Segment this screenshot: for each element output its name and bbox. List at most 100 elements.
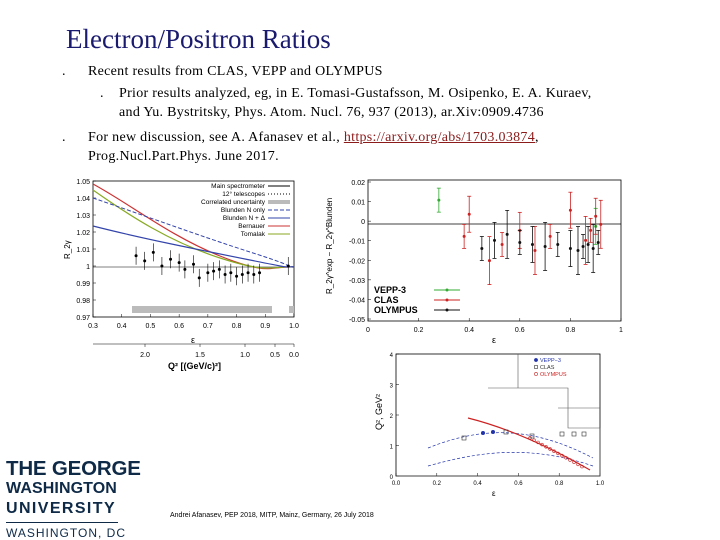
chart1-x2tick: 1.5	[195, 352, 205, 359]
chart2-ytick: 0	[361, 219, 365, 226]
chart3-clas-point	[461, 435, 467, 441]
chart1-ytick: 0.98	[76, 298, 90, 305]
chart1-point	[192, 262, 195, 266]
chart1-point	[286, 264, 290, 268]
sub-bullet-text-line1: Prior results analyzed, eg, in E. Tomasi…	[119, 86, 592, 101]
chart2-ytick: -0.03	[349, 278, 365, 285]
chart2-point	[599, 222, 603, 226]
chart1-point	[197, 276, 201, 280]
kinematics-chart: 0 1 2 3 4 0.0 0.2 0.4 0.6 0.8 1.0 VEPP−3CLASOLYMP…	[368, 348, 612, 500]
chart2-xtick: 0	[366, 327, 370, 334]
chart3-ytick: 0	[390, 475, 394, 481]
chart2-point	[505, 232, 509, 236]
chart2-point	[596, 240, 600, 244]
chart1-ylabel: R_2γ	[63, 240, 72, 259]
chart1-xlabel: ε	[191, 335, 195, 345]
chart1-xtick: 0.9	[260, 323, 270, 330]
chart2-point	[548, 234, 552, 238]
chart1-ytick: 1.05	[76, 179, 90, 186]
logo-line3: UNIVERSITY	[6, 500, 117, 517]
slide-footer: Andrei Afanasev, PEP 2018, MITP, Mainz, …	[170, 512, 374, 519]
chart3-olympus-point	[540, 442, 544, 447]
chart3-vepp-point	[491, 430, 495, 434]
bullet-text-line1: For new discussion, see A. Afanasev et a…	[88, 130, 539, 146]
chart1-point	[183, 267, 187, 271]
slide-title: Electron/Positron Ratios	[66, 24, 331, 54]
logo-line1: THE GEORGE	[6, 457, 141, 480]
bullet-text: For new discussion, see A. Afanasev et a…	[88, 130, 344, 145]
chart2-point	[487, 259, 491, 263]
chart1-point	[177, 261, 181, 265]
chart2-point	[530, 242, 534, 246]
chart1-ytick: 0.97	[76, 315, 90, 322]
olympus-ratio-chart: 1.05 1.04 1.03 1.02 1.01 1 0.99 0.98 0.97 0.3 0.4…	[60, 176, 312, 376]
bullet-marker: .	[62, 64, 66, 79]
chart1-ytick: 1.04	[76, 196, 90, 203]
chart3-clas-point	[503, 429, 509, 435]
chart3-vepp-point	[481, 431, 485, 435]
chart1-point	[217, 267, 221, 271]
chart1-xtick: 0.3	[88, 323, 98, 330]
chart3-ytick: 4	[390, 353, 394, 359]
chart3-olympus-point	[564, 456, 568, 460]
chart1-point	[151, 250, 155, 254]
chart2-point	[437, 198, 441, 202]
chart1-xtick: 0.7	[203, 323, 213, 330]
chart3-olympus-point	[556, 451, 560, 456]
chart2-point	[576, 249, 580, 252]
chart3-olympus-point	[580, 464, 584, 469]
chart2-xtick: 0.4	[464, 327, 474, 334]
chart1-legend-entry: Correlated uncertainty	[201, 199, 266, 206]
bullet-text-line2: Prog.Nucl.Part.Phys. June 2017.	[88, 149, 279, 164]
chart1-xtick: 0.5	[146, 323, 156, 330]
chart2-point	[533, 249, 537, 252]
chart2-legend-entry: VEPP-3	[374, 285, 406, 295]
chart2-point	[467, 212, 471, 216]
chart3-xtick: 0.0	[392, 481, 401, 487]
chart2-ytick: -0.05	[349, 317, 365, 324]
logo-line2: WASHINGTON	[6, 480, 117, 497]
chart3-legend-entry: OLYMPUS	[540, 372, 567, 378]
chart3-clas-point	[581, 431, 587, 437]
chart2-point	[556, 242, 560, 246]
chart3-olympus-point	[552, 449, 556, 453]
chart2-point	[594, 214, 598, 218]
chart1-point	[252, 273, 256, 276]
gwu-logo: THE GEORGE WASHINGTON UNIVERSITY WASHING…	[6, 457, 141, 540]
chart1-point	[223, 273, 227, 276]
chart3-legend-entry: CLAS	[540, 365, 555, 371]
chart1-xtick: 1.0	[289, 323, 299, 330]
chart1-point	[206, 271, 210, 275]
chart3-xtick: 0.2	[433, 481, 442, 487]
chart3-clas-point	[529, 433, 535, 439]
chart1-ytick: 1.02	[76, 230, 90, 237]
chart2-ytick: 0.01	[351, 200, 365, 207]
chart2-xtick: 0.8	[566, 327, 576, 334]
chart2-ytick: 0.02	[351, 180, 365, 187]
logo-line4: WASHINGTON, DC	[6, 526, 127, 540]
chart3-xtick: 0.6	[514, 481, 523, 487]
chart3-xtick: 1.0	[596, 481, 605, 487]
chart3-clas-point	[571, 431, 577, 437]
chart3-ylabel: Q², GeV²	[374, 394, 384, 430]
arxiv-link[interactable]: https://arxiv.org/abs/1703.03874	[343, 130, 536, 145]
chart3-xlabel: ε	[492, 489, 496, 498]
chart1-point	[229, 271, 233, 275]
chart2-ytick: -0.04	[349, 297, 365, 304]
chart3-olympus-point	[560, 453, 564, 458]
chart2-point	[493, 238, 496, 242]
chart1-legend-entry: Bernauer	[238, 223, 266, 230]
chart1-legend-entry: Main spectrometer	[211, 183, 266, 190]
chart2-point	[568, 246, 572, 250]
chart1-point	[134, 254, 138, 258]
chart2-point	[480, 246, 484, 250]
chart2-point	[543, 244, 547, 248]
chart2-legend-entry: OLYMPUS	[374, 305, 418, 315]
chart1-x2tick: 1.0	[240, 352, 250, 359]
chart3-xtick: 0.8	[555, 481, 564, 487]
tomalak-curve	[92, 189, 295, 269]
chart2-point	[589, 228, 593, 232]
chart1-point	[235, 274, 239, 278]
